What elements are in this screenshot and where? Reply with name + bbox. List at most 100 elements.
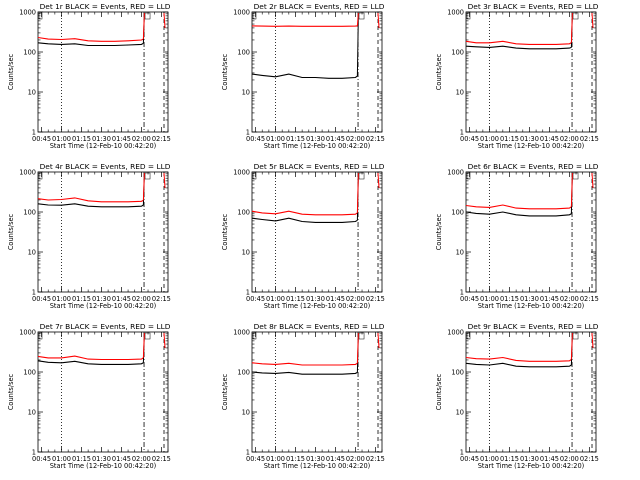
y-tick-label: 1 [460,448,464,456]
x-tick-label: 01:15 [72,135,91,143]
y-axis-label: Counts/sec [7,373,15,410]
detector-panel-9: Det 9r BLACK = Events, RED = LLD 1 10 100 10… [435,322,599,470]
x-tick-label: 01:30 [306,295,325,303]
x-tick-label: 01:45 [540,135,559,143]
top-left-marker [466,12,471,20]
lld-recovery [591,172,594,189]
lld-recovery [163,172,166,189]
top-left-marker [466,172,471,180]
x-tick-label: 02:00 [346,295,365,303]
series-spike-lld [570,332,573,360]
x-axis-label: Start Time (12-Feb-10 00:42:20) [50,142,157,150]
y-axis-label: Counts/sec [435,213,443,250]
x-axis-label: Start Time (12-Feb-10 00:42:20) [478,142,585,150]
y-tick-label: 10 [242,408,250,416]
lld-recovery [163,12,166,29]
y-tick-label: 1000 [19,168,36,176]
x-tick-label: 00:45 [246,295,265,303]
y-tick-label: 10 [28,248,36,256]
x-axis-label: Start Time (12-Feb-10 00:42:20) [264,302,371,310]
lld-recovery [377,12,380,29]
plot-frame [37,171,169,293]
plot-frame [251,331,383,453]
series-line-lld [465,356,572,362]
detector-panel-2: Det 2r BLACK = Events, RED = LLD 1 10 100 10… [221,2,385,150]
x-tick-label: 01:45 [326,295,345,303]
lld-recovery [377,172,380,189]
panel-title: Det 9r BLACK = Events, RED = LLD [468,322,599,331]
y-tick-label: 1000 [233,328,250,336]
x-tick-label: 01:15 [286,455,305,463]
series-spike-lld [356,172,359,213]
top-left-marker [252,12,257,20]
top-left-marker [466,332,471,340]
saa-marker [144,332,151,340]
series-line-lld [37,197,144,203]
x-tick-label: 02:00 [132,455,151,463]
y-tick-label: 100 [451,368,464,376]
y-tick-label: 1 [32,288,36,296]
detector-panel-3: Det 3r BLACK = Events, RED = LLD 1 10 100 10… [435,2,599,150]
y-tick-label: 10 [456,88,464,96]
y-tick-label: 100 [23,208,36,216]
series-line-events [465,211,572,217]
x-tick-label: 01:15 [72,455,91,463]
x-tick-label: 01:45 [112,455,131,463]
x-tick-label: 01:15 [500,295,519,303]
lld-recovery [377,332,380,349]
panel-title: Det 7r BLACK = Events, RED = LLD [40,322,171,331]
panel-title: Det 1r BLACK = Events, RED = LLD [40,2,171,11]
top-left-marker [38,172,43,180]
series-spike-lld [570,172,573,207]
y-tick-label: 1 [32,448,36,456]
x-axis-label: Start Time (12-Feb-10 00:42:20) [50,302,157,310]
series-spike-lld [142,332,145,358]
y-tick-label: 1000 [19,8,36,16]
series-line-lld [251,210,358,216]
top-left-marker [38,12,43,20]
x-tick-label: 01:30 [92,295,111,303]
x-tick-label: 00:45 [32,295,51,303]
x-tick-label: 02:00 [560,135,579,143]
y-tick-label: 100 [237,368,250,376]
x-tick-label: 02:00 [132,135,151,143]
x-tick-label: 02:00 [560,455,579,463]
x-tick-label: 02:15 [580,455,599,463]
y-tick-label: 1000 [447,168,464,176]
x-tick-label: 02:00 [132,295,151,303]
y-axis-label: Counts/sec [221,53,229,90]
plot-frame [37,11,169,133]
detector-panel-4: Det 4r BLACK = Events, RED = LLD 1 10 100 10… [7,162,171,310]
series-spike-lld [356,332,359,364]
y-axis-label: Counts/sec [221,213,229,250]
plot-frame [251,11,383,133]
x-tick-label: 01:30 [306,135,325,143]
series-line-lld [251,362,358,366]
series-spike-lld [142,12,145,40]
x-tick-label: 01:30 [92,455,111,463]
x-tick-label: 01:45 [326,455,345,463]
x-tick-label: 01:15 [72,295,91,303]
y-tick-label: 1000 [233,8,250,16]
y-tick-label: 1 [460,128,464,136]
y-tick-label: 1000 [447,328,464,336]
series-spike-lld [356,12,359,26]
x-tick-label: 01:00 [266,295,285,303]
saa-marker [144,172,151,180]
x-tick-label: 02:00 [346,455,365,463]
x-tick-label: 00:45 [246,135,265,143]
panel-title: Det 4r BLACK = Events, RED = LLD [40,162,171,171]
detector-panel-8: Det 8r BLACK = Events, RED = LLD 1 10 100 10… [221,322,385,470]
y-tick-label: 1 [246,288,250,296]
plot-frame [465,11,597,133]
series-line-events [465,362,572,368]
y-tick-label: 10 [28,408,36,416]
y-tick-label: 100 [451,48,464,56]
x-tick-label: 01:00 [52,455,71,463]
x-tick-label: 01:00 [52,295,71,303]
x-tick-label: 01:30 [520,455,539,463]
panel-title: Det 5r BLACK = Events, RED = LLD [254,162,385,171]
saa-marker [358,12,365,20]
x-tick-label: 01:45 [540,455,559,463]
x-tick-label: 01:15 [286,135,305,143]
